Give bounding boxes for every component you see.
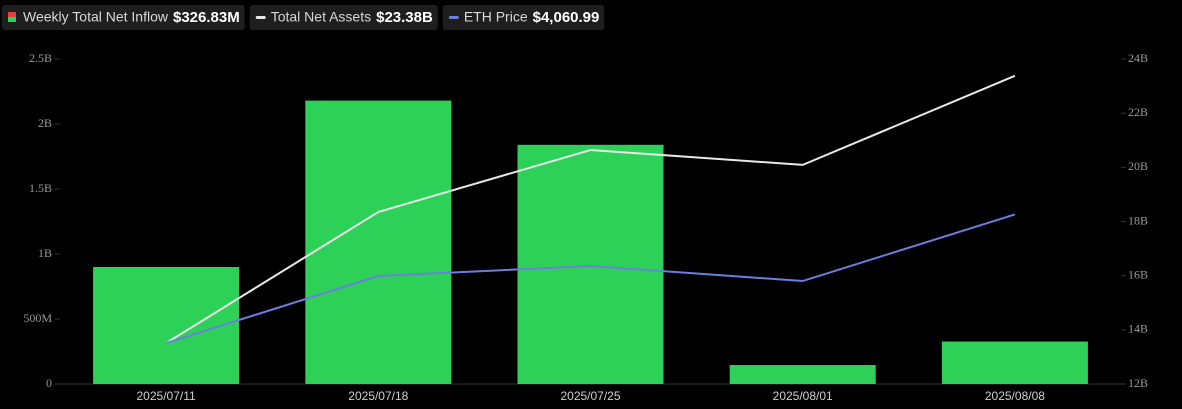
- legend-swatch: [8, 17, 16, 22]
- legend-value: $326.83M: [173, 9, 240, 26]
- legend-value: $23.38B: [376, 9, 433, 26]
- legend-value: $4,060.99: [533, 9, 600, 26]
- line: [165, 74, 1016, 344]
- line: [165, 213, 1016, 344]
- legend-item: ETH Price $4,060.99: [442, 5, 605, 30]
- y-tick-label: 500M: [23, 311, 52, 325]
- bar: [729, 365, 876, 384]
- legend-label: Weekly Total Net Inflow: [23, 9, 169, 25]
- legend-swatch: [8, 12, 16, 17]
- y-tick-label: 2.5B: [29, 51, 52, 65]
- y2-tick-label: 24B: [1128, 51, 1148, 65]
- legend-label: ETH Price: [464, 9, 528, 25]
- y2-tick-label: 18B: [1128, 213, 1148, 227]
- bar: [517, 144, 664, 384]
- legend-box: [249, 5, 438, 30]
- legend-swatch: [255, 16, 266, 19]
- y-tick-label: 0: [46, 376, 52, 390]
- y2-tick-label: 14B: [1128, 322, 1148, 336]
- bar: [305, 100, 452, 384]
- x-tick-label: 2025/07/18: [348, 389, 408, 403]
- y-tick-label: 1.5B: [29, 181, 52, 195]
- bar: [93, 267, 240, 384]
- y-tick-label: 2B: [38, 116, 52, 130]
- legend-swatch: [448, 16, 459, 19]
- legend-box: [442, 5, 605, 30]
- legend-item: Total Net Assets $23.38B: [249, 5, 438, 30]
- y2-tick-label: 22B: [1128, 105, 1148, 119]
- x-tick-label: 2025/08/08: [985, 389, 1045, 403]
- bar: [941, 341, 1088, 384]
- x-tick-label: 2025/07/11: [137, 389, 196, 403]
- legend-box: [2, 5, 245, 30]
- y2-tick-label: 16B: [1128, 267, 1148, 281]
- x-tick-label: 2025/07/25: [560, 389, 620, 403]
- y-tick-label: 1B: [38, 246, 52, 260]
- y2-tick-label: 12B: [1128, 376, 1148, 390]
- x-tick-label: 2025/08/01: [773, 389, 833, 403]
- legend-item: Weekly Total Net Inflow $326.83M: [2, 5, 245, 30]
- legend-label: Total Net Assets: [271, 9, 371, 25]
- y2-tick-label: 20B: [1128, 159, 1148, 173]
